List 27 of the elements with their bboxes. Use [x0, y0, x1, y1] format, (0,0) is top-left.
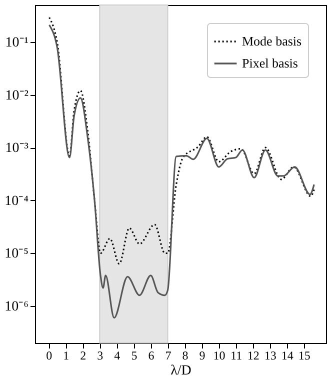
legend-label: Mode basis: [242, 34, 302, 48]
x-tick-label: 9: [199, 348, 206, 362]
y-tick-label: 10⁻³: [5, 141, 28, 156]
legend-label: Pixel basis: [242, 56, 298, 70]
x-tick-label: 8: [182, 348, 188, 362]
x-tick-label: 7: [165, 348, 172, 362]
x-tick-label: 10: [213, 348, 226, 362]
x-tick-label: 3: [97, 348, 104, 362]
x-tick-label: 15: [298, 348, 310, 362]
x-tick-label: 5: [131, 348, 138, 362]
y-tick-label: 10⁻²: [5, 88, 28, 104]
x-tick-label: 0: [46, 348, 52, 362]
x-tick-label: 11: [230, 348, 242, 362]
x-tick-label: 13: [264, 348, 276, 362]
x-tick-label: 2: [80, 348, 86, 362]
x-tick-label: 6: [148, 348, 154, 362]
x-tick-label: 12: [247, 348, 260, 362]
y-tick-label: 10⁻⁶: [4, 300, 29, 315]
y-tick-label: 10⁻¹: [5, 35, 28, 50]
y-tick-label: 10⁻⁴: [4, 194, 29, 209]
x-axis-title: λ/D: [170, 364, 192, 378]
line-series: [48, 24, 315, 319]
x-tick-label: 4: [114, 348, 120, 362]
y-tick-label: 10⁻⁵: [4, 246, 29, 262]
x-tick-label: 1: [63, 348, 70, 362]
x-tick-label: 14: [281, 348, 294, 362]
line-series: [48, 16, 315, 265]
